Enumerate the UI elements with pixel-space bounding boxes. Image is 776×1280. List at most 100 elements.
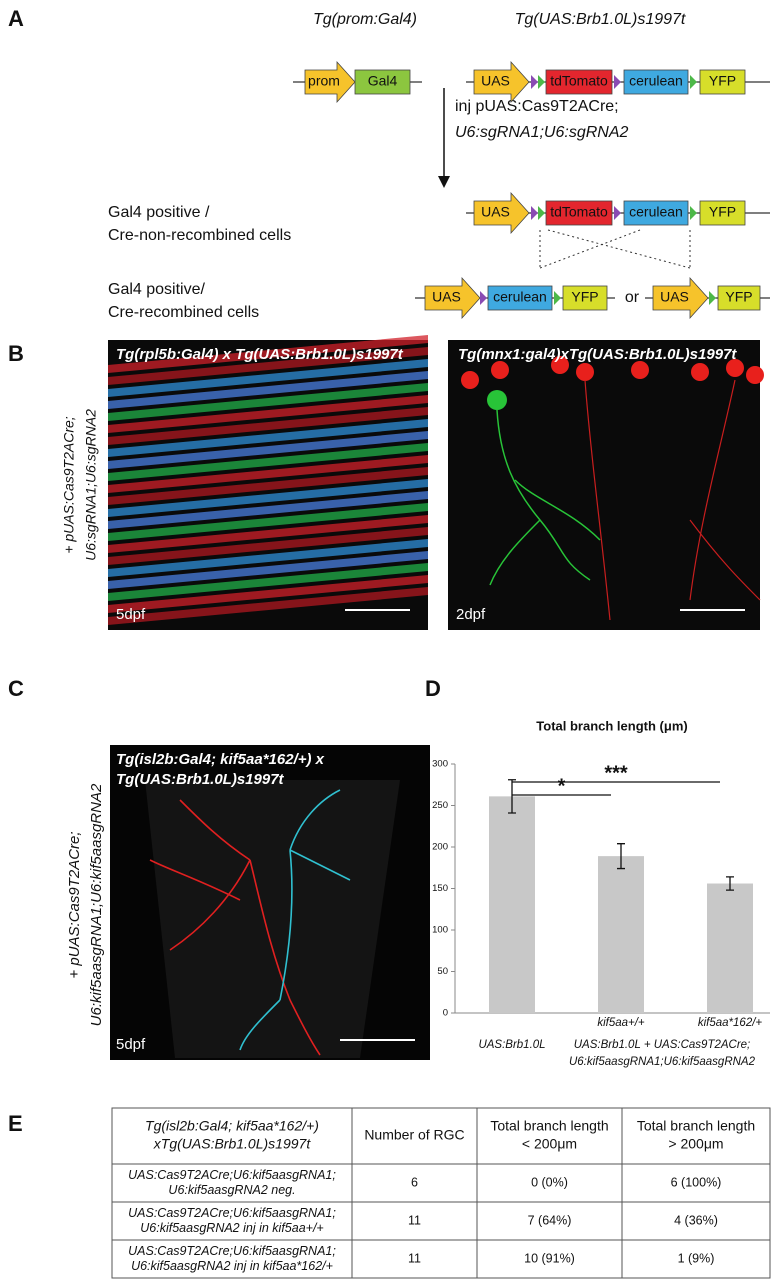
element-label: UAS	[481, 73, 510, 89]
muscle-fiber	[108, 335, 428, 373]
error-bar	[617, 843, 625, 870]
cell-body	[487, 390, 507, 410]
gene-box	[487, 285, 553, 311]
cell-body	[631, 361, 649, 379]
element-label: UAS	[481, 204, 510, 220]
y-tick-label: 0	[443, 1008, 448, 1019]
y-tick-label: 100	[432, 925, 448, 936]
arrow-head	[438, 176, 450, 188]
x-tick-label: UAS:Brb1.0L	[478, 1039, 545, 1051]
age-label: 5dpf	[116, 606, 146, 623]
muscle-fiber	[108, 479, 428, 517]
significance-label: ***	[604, 762, 628, 784]
table-cell: 7 (64%)	[528, 1213, 572, 1227]
y-tick-label: 300	[432, 759, 448, 770]
bar	[598, 856, 644, 1013]
muscle-fiber	[108, 587, 428, 625]
element-label: cerulean	[629, 73, 683, 89]
promoter-arrow	[473, 191, 530, 235]
cell-body	[726, 359, 744, 377]
lox-site	[480, 291, 487, 305]
muscle-fiber	[108, 455, 428, 493]
micrograph	[448, 340, 760, 630]
group-label: U6:kif5aasgRNA1;U6:kif5aasgRNA2	[569, 1056, 756, 1068]
table-header: < 200μm	[522, 1136, 577, 1152]
muscle-fiber	[108, 443, 428, 481]
gene-box	[545, 69, 613, 95]
panel-label: E	[8, 1111, 23, 1136]
neuron	[149, 799, 321, 1056]
muscle-fiber	[108, 551, 428, 589]
panel-label: B	[8, 341, 24, 366]
lox-site	[614, 206, 621, 220]
lox-site	[531, 206, 538, 220]
y-tick-label: 250	[432, 800, 448, 811]
element-label: cerulean	[493, 289, 547, 305]
table-header: > 200μm	[668, 1136, 723, 1152]
bar	[707, 883, 753, 1013]
error-bar	[726, 876, 734, 891]
muscle-fiber	[108, 419, 428, 457]
y-tick-label: 50	[437, 966, 448, 977]
side-label: + pUAS:Cas9T2ACre;	[61, 416, 77, 553]
muscle-fiber	[108, 359, 428, 397]
element-label: cerulean	[629, 204, 683, 220]
x-tick-label: kif5aa+/+	[597, 1017, 645, 1029]
age-label: 5dpf	[116, 1036, 146, 1053]
muscle-fiber	[108, 515, 428, 553]
cell-label: Cre-non-recombined cells	[108, 227, 291, 244]
element-label: UAS	[432, 289, 461, 305]
micrograph-decor	[149, 789, 351, 1056]
gene-box	[717, 285, 761, 311]
lox-site	[531, 75, 538, 89]
table-cell: 0 (0%)	[531, 1175, 568, 1189]
cell-label: Gal4 positive /	[108, 204, 210, 221]
injection-text: U6:sgRNA1;U6:sgRNA2	[455, 124, 629, 141]
table-cell: UAS:Cas9T2ACre;U6:kif5aasgRNA1;	[128, 1168, 336, 1182]
table-cell: 6	[411, 1175, 418, 1189]
element-label: YFP	[571, 289, 598, 305]
significance-label: *	[558, 775, 566, 797]
image-title: Tg(UAS:Brb1.0L)s1997t	[116, 771, 285, 788]
muscle-fiber	[108, 371, 428, 409]
gene-box	[545, 200, 613, 226]
element-label: tdTomato	[550, 204, 608, 220]
muscle-fiber	[108, 395, 428, 433]
table-cell: UAS:Cas9T2ACre;U6:kif5aasgRNA1;	[128, 1244, 336, 1258]
promoter-arrow	[304, 60, 356, 104]
table-cell: 6 (100%)	[671, 1175, 722, 1189]
gene-box	[562, 285, 608, 311]
table-header: Number of RGC	[364, 1127, 464, 1143]
micrograph-decor	[108, 335, 428, 625]
element-label: Gal4	[368, 73, 398, 89]
side-label: U6:sgRNA1;U6:sgRNA2	[83, 409, 99, 561]
muscle-fiber	[108, 527, 428, 565]
cell-body	[461, 371, 479, 389]
age-label: 2dpf	[456, 606, 486, 623]
table-cell: UAS:Cas9T2ACre;U6:kif5aasgRNA1;	[128, 1206, 336, 1220]
lox-site	[538, 75, 545, 89]
micrograph-decor	[145, 780, 400, 1058]
cell-body	[691, 363, 709, 381]
axon	[489, 409, 601, 586]
axon	[584, 379, 761, 621]
chart-title: Total branch length (μm)	[536, 718, 687, 733]
x-tick-label: kif5aa*162/+	[698, 1017, 763, 1029]
table-header: Total branch length	[637, 1118, 755, 1134]
table-border	[111, 1107, 771, 1279]
cell-label: Cre-recombined cells	[108, 304, 259, 321]
panel-label: D	[425, 676, 441, 701]
muscle-fiber	[108, 407, 428, 445]
cell-body	[746, 366, 764, 384]
muscle-fiber	[108, 575, 428, 613]
panel-label: A	[8, 6, 24, 31]
gene-box	[699, 200, 746, 226]
muscle-fiber	[108, 491, 428, 529]
element-label: YFP	[709, 73, 736, 89]
micrograph-decor	[461, 356, 764, 621]
error-bar	[508, 779, 516, 814]
gene-box	[623, 200, 689, 226]
side-label: U6:kif5aasgRNA1;U6:kif5aasgRNA2	[88, 783, 105, 1026]
table-cell: 11	[408, 1251, 421, 1265]
